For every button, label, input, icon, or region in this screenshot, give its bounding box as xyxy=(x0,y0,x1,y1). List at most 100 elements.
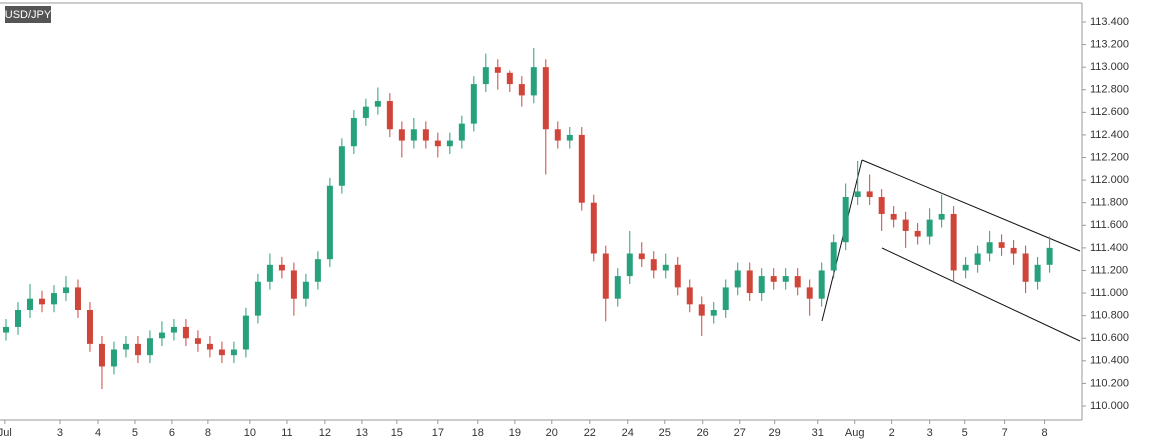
y-tick-label: 113.400 xyxy=(1090,16,1129,28)
x-tick-label: 3 xyxy=(57,427,63,439)
candle-body xyxy=(926,219,933,237)
x-tick-label: 4 xyxy=(95,427,101,439)
candle-body xyxy=(626,253,633,277)
candle-body xyxy=(758,276,765,294)
x-tick-label: 11 xyxy=(281,427,292,439)
x-tick-label: 13 xyxy=(356,427,368,439)
candle-body xyxy=(998,242,1005,248)
candle-body xyxy=(182,326,189,339)
candle-body xyxy=(1034,264,1041,282)
candle-body xyxy=(362,106,369,118)
x-tick-label: 22 xyxy=(584,427,596,439)
y-tick-label: 111.400 xyxy=(1090,242,1128,254)
x-tick-label: 26 xyxy=(697,427,709,439)
candle-body xyxy=(890,213,897,220)
candle-body xyxy=(242,315,249,350)
x-tick-label: 20 xyxy=(546,427,558,439)
candle-body xyxy=(326,185,333,260)
y-tick-label: 112.000 xyxy=(1090,174,1129,186)
candle-body xyxy=(746,270,753,294)
candle-body xyxy=(1010,247,1017,254)
x-tick-label: 12 xyxy=(319,427,331,439)
candle-body xyxy=(110,349,117,367)
candle-body xyxy=(158,332,165,339)
candle-body xyxy=(962,264,969,271)
candle-body xyxy=(734,270,741,288)
y-tick-label: 110.400 xyxy=(1090,355,1129,367)
candle-body xyxy=(578,134,585,203)
candle-body xyxy=(902,219,909,231)
x-tick-label: 25 xyxy=(659,427,671,439)
chart-title: USD/JPY xyxy=(5,9,52,21)
x-tick-label: 29 xyxy=(769,427,781,439)
x-tick-label: 24 xyxy=(622,427,634,439)
x-tick-label: Jul xyxy=(0,427,12,439)
candle-body xyxy=(854,191,861,198)
candle-body xyxy=(674,264,681,288)
candle-body xyxy=(26,298,33,310)
candle-body xyxy=(314,259,321,282)
y-tick-label: 110.200 xyxy=(1090,377,1129,389)
candle-body xyxy=(278,264,285,271)
candle-body xyxy=(458,123,465,141)
candle-body xyxy=(494,67,501,73)
candle-body xyxy=(482,67,489,85)
y-tick-label: 112.200 xyxy=(1090,151,1129,163)
candle-body xyxy=(422,129,429,141)
candle-body xyxy=(218,349,225,356)
candle-body xyxy=(698,304,705,316)
candle-body xyxy=(50,293,57,305)
candle-body xyxy=(170,326,177,333)
candle-body xyxy=(410,129,417,141)
candle-body xyxy=(602,253,609,299)
candle-body xyxy=(722,287,729,310)
candle-body xyxy=(506,72,513,85)
candle-body xyxy=(518,84,525,96)
candle-body xyxy=(806,287,813,299)
candle-body xyxy=(122,343,129,350)
y-tick-label: 111.200 xyxy=(1090,264,1128,276)
x-tick-label: 31 xyxy=(812,427,824,439)
x-tick-label: 19 xyxy=(509,427,521,439)
y-tick-label: 110.000 xyxy=(1090,400,1129,412)
candle-body xyxy=(710,309,717,316)
candle-body xyxy=(794,276,801,288)
candle-body xyxy=(470,84,477,124)
x-tick-label: 3 xyxy=(927,427,933,439)
y-tick-label: 113.000 xyxy=(1090,61,1129,73)
x-tick-label: 18 xyxy=(472,427,484,439)
candle-body xyxy=(770,276,777,282)
candle-body xyxy=(950,213,957,271)
x-tick-label: 2 xyxy=(889,427,895,439)
candle-body xyxy=(614,276,621,299)
x-tick-label: 27 xyxy=(734,427,746,439)
candle-body xyxy=(986,242,993,254)
candle-body xyxy=(62,287,69,294)
candle-body xyxy=(650,259,657,271)
candle-body xyxy=(38,298,45,305)
candle-body xyxy=(530,67,537,96)
y-tick-label: 113.200 xyxy=(1090,38,1129,50)
candle-body xyxy=(74,287,81,310)
candle-body xyxy=(446,140,453,147)
candle-body xyxy=(842,197,849,243)
candle-body xyxy=(686,287,693,305)
candle-body xyxy=(662,264,669,271)
trend-line xyxy=(821,159,863,322)
x-tick-label: 5 xyxy=(962,427,968,439)
candle-body xyxy=(938,213,945,220)
candle-body xyxy=(194,338,201,344)
x-tick-label: Aug xyxy=(845,427,865,439)
trend-lines xyxy=(821,159,1081,342)
candle-body xyxy=(830,242,837,271)
y-tick-label: 110.600 xyxy=(1090,332,1129,344)
candle-body xyxy=(350,117,357,147)
candle-body xyxy=(374,101,381,107)
candle-body xyxy=(230,349,237,356)
channel-lower xyxy=(881,247,1081,342)
y-tick-label: 112.400 xyxy=(1090,129,1129,141)
candle-body xyxy=(914,230,921,237)
candle-body xyxy=(818,270,825,299)
